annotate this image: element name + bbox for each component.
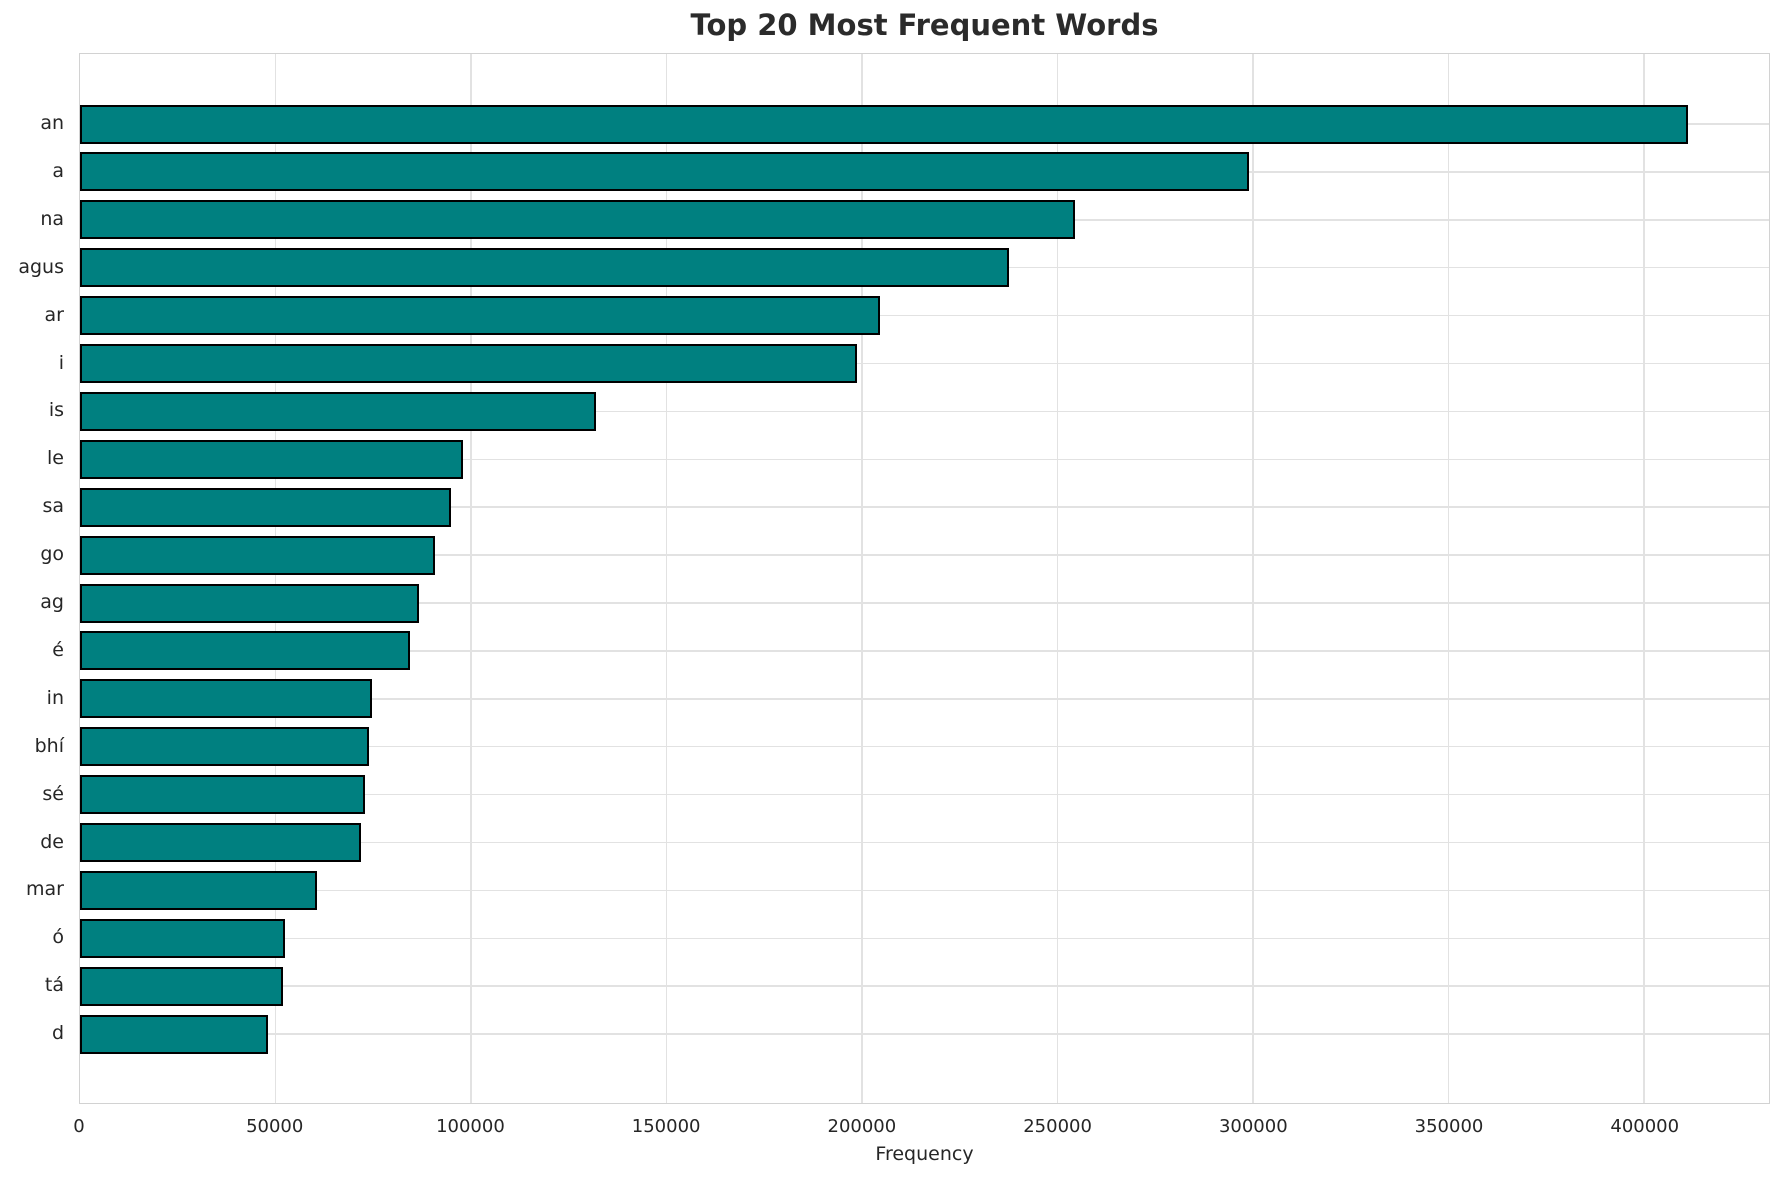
bar-go (80, 535, 435, 575)
bar-is (80, 391, 596, 431)
horizontal-gridline (80, 410, 1769, 413)
x-tick-label-300000: 300000 (1218, 1116, 1288, 1137)
y-tick-label-ó: ó (52, 926, 64, 949)
chart-title: Top 20 Most Frequent Words (690, 8, 1159, 42)
vertical-gridline (470, 54, 472, 1103)
horizontal-gridline (80, 458, 1769, 461)
x-tick-label-350000: 350000 (1414, 1116, 1484, 1137)
bar-na (80, 200, 1075, 240)
horizontal-gridline (80, 506, 1769, 508)
x-tick-label-400000: 400000 (1610, 1116, 1680, 1137)
horizontal-gridline (80, 841, 1769, 844)
horizontal-gridline (80, 745, 1769, 748)
bar-ó (80, 918, 285, 958)
y-axis-tick-labels: an a na agus ar i is le sa go ag é in bhí sé de mar ó tá d (0, 53, 64, 1104)
y-tick-label-mar: mar (26, 878, 64, 901)
bar-é (80, 631, 411, 671)
bar-an (80, 104, 1689, 144)
horizontal-gridline (80, 985, 1769, 987)
bar-d (80, 1014, 268, 1054)
horizontal-gridline (80, 650, 1769, 652)
bar-ar (80, 296, 880, 336)
x-tick-label-0: 0 (73, 1116, 85, 1137)
y-tick-label-tá: tá (44, 974, 64, 997)
horizontal-gridline (80, 793, 1769, 796)
bar-de (80, 823, 362, 862)
plot-area (79, 53, 1770, 1104)
x-axis-label: Frequency (875, 1143, 974, 1165)
y-tick-label-go: go (40, 543, 64, 566)
y-tick-label-i: i (58, 351, 64, 374)
bar-i (80, 344, 858, 383)
x-tick-label-150000: 150000 (631, 1116, 701, 1137)
bar-sa (80, 487, 452, 527)
x-tick-label-50000: 50000 (246, 1116, 304, 1137)
horizontal-gridline (80, 889, 1769, 892)
horizontal-gridline (80, 314, 1769, 317)
y-tick-label-ag: ag (40, 591, 64, 613)
y-tick-label-na: na (40, 207, 64, 230)
horizontal-gridline (80, 362, 1769, 365)
vertical-gridline (1447, 54, 1450, 1103)
vertical-gridline (861, 54, 863, 1103)
vertical-gridline (1252, 54, 1254, 1103)
x-tick-label-100000: 100000 (436, 1116, 505, 1137)
horizontal-gridline (80, 1033, 1769, 1035)
y-tick-label-agus: agus (18, 255, 64, 278)
x-tick-label-250000: 250000 (1023, 1116, 1092, 1137)
y-tick-label-de: de (40, 830, 64, 853)
bar-agus (80, 248, 1009, 288)
y-tick-label-is: is (48, 399, 64, 422)
horizontal-gridline (80, 698, 1769, 700)
y-tick-label-d: d (51, 1022, 64, 1045)
bar-ag (80, 583, 420, 623)
bar-in (80, 679, 373, 719)
y-tick-label-a: a (52, 159, 64, 182)
y-tick-label-in: in (46, 686, 64, 709)
bar-tá (80, 966, 283, 1006)
vertical-gridline (665, 54, 668, 1103)
vertical-gridline (274, 54, 277, 1103)
y-tick-label-le: le (47, 447, 64, 470)
y-tick-label-sé: sé (42, 782, 64, 805)
y-tick-label-ar: ar (44, 303, 64, 326)
y-tick-label-sa: sa (42, 495, 64, 518)
horizontal-gridline (80, 602, 1769, 604)
bar-sé (80, 775, 365, 815)
bar-a (80, 152, 1250, 192)
bar-bhí (80, 727, 369, 767)
horizontal-gridline (80, 554, 1769, 556)
y-tick-label-bhí: bhí (34, 734, 64, 757)
y-tick-label-an: an (40, 112, 64, 134)
horizontal-gridline (80, 937, 1769, 940)
bar-mar (80, 870, 318, 910)
bar-le (80, 439, 463, 479)
x-tick-label-200000: 200000 (827, 1116, 897, 1137)
vertical-gridline (1056, 54, 1059, 1103)
vertical-gridline (1643, 54, 1645, 1103)
y-tick-label-é: é (52, 638, 64, 661)
